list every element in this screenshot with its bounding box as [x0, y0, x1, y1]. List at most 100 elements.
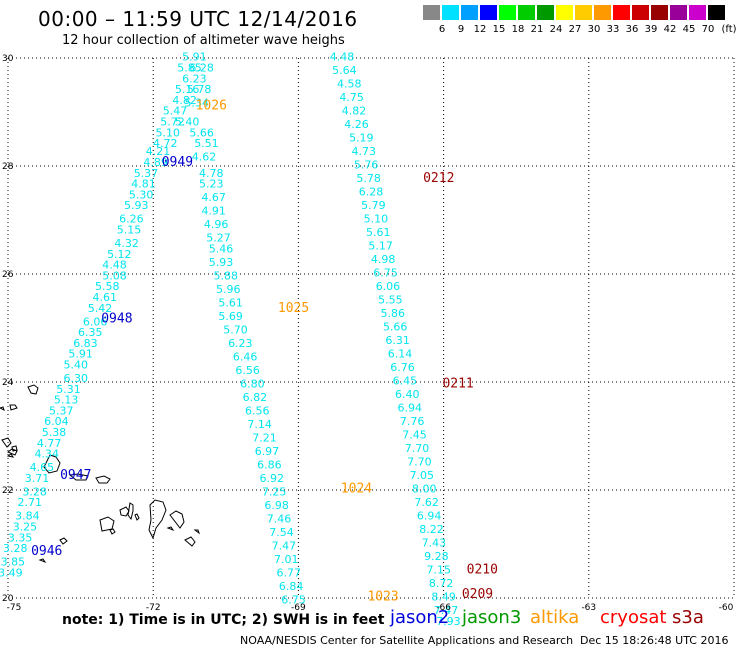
- swh-measurement: 4.61: [93, 291, 118, 304]
- colorbar-tick-label: 15: [492, 24, 506, 35]
- swh-measurement: 6.06: [376, 280, 401, 293]
- swh-measurement: 5.37: [49, 404, 74, 417]
- swh-measurement: 5.46: [209, 242, 234, 255]
- swh-measurement: 2.71: [18, 496, 43, 509]
- swh-measurement: 4.81: [131, 178, 156, 191]
- swh-measurement: 4.72: [153, 137, 178, 150]
- swh-measurement: 6.94: [417, 510, 442, 523]
- swh-measurement: 6.83: [73, 337, 98, 350]
- swh-measurement: 5.34: [185, 97, 210, 110]
- swh-measurement: 3.49: [0, 566, 23, 579]
- swh-measurement: 5.72: [160, 116, 185, 129]
- colorbar-swatch: [708, 5, 725, 20]
- swh-measurement: 6.04: [44, 415, 69, 428]
- swh-measurement: 6.80: [240, 377, 265, 390]
- swh-measurement: 3.85: [1, 556, 26, 569]
- swh-measurement: 7.14: [247, 418, 272, 431]
- colorbar-swatch: [670, 5, 687, 20]
- colorbar-swatch: [499, 5, 516, 20]
- swh-measurement: 4.89: [143, 156, 168, 169]
- swh-measurement: 5.66: [189, 126, 214, 139]
- colorbar-swatch: [556, 5, 573, 20]
- axis-tick-labels: -75 -72 -69 -66 -63 -60 30 28 26 24 22 20: [2, 54, 734, 613]
- island-shape: [166, 510, 185, 532]
- swh-measurement: 5.10: [364, 213, 389, 226]
- pass-time-label: 1023: [367, 590, 398, 605]
- colorbar-tick-label: 9: [457, 24, 465, 35]
- swh-measurement: 7.93: [436, 615, 461, 628]
- swh-measurement: 5.69: [218, 310, 243, 323]
- swh-measurement: 4.48: [330, 51, 355, 64]
- colorbar-swatch: [594, 5, 611, 20]
- swh-measurement: 6.84: [279, 580, 304, 593]
- colorbar-tick-label: 39: [644, 24, 658, 35]
- colorbar-unit-label: (ft): [721, 24, 737, 35]
- island-shape: [148, 499, 167, 540]
- footer-organization: NOAA/NESDIS Center for Satellite Applica…: [240, 634, 574, 647]
- colorbar-tick-label: 42: [663, 24, 677, 35]
- swh-measurement: 4.78: [199, 167, 224, 180]
- longitude-tick-label: -63: [581, 603, 596, 613]
- swh-measurement: 3.35: [8, 531, 33, 544]
- pass-time-label: 0211: [442, 376, 473, 391]
- swh-measurement: 6.77: [276, 566, 301, 579]
- swh-measurement: 5.40: [175, 116, 200, 129]
- colorbar-swatch: [632, 5, 649, 20]
- colorbar-tick-label: 30: [587, 24, 601, 35]
- swh-measurement: 5.61: [218, 296, 243, 309]
- swh-measurement: 5.91: [182, 51, 207, 64]
- colorbar-tick-label: 24: [549, 24, 563, 35]
- swh-measurement: 5.88: [214, 269, 239, 282]
- swh-measurement: 5.23: [199, 178, 224, 191]
- swh-measurement: 6.35: [78, 326, 103, 339]
- swh-measurement: 5.31: [56, 383, 81, 396]
- swh-measurement: 6.75: [373, 267, 398, 280]
- swh-measurement: 3.84: [15, 510, 40, 523]
- island-shape: [0, 404, 18, 411]
- swh-measurement: 7.43: [422, 537, 447, 550]
- swh-measurement: 8.22: [419, 523, 444, 536]
- colorbar-tick-label: 21: [530, 24, 544, 35]
- swh-measurement: 6.76: [390, 361, 415, 374]
- swh-measurement: 9.28: [424, 550, 449, 563]
- legend-note: note: 1) Time is in UTC; 2) SWH is in fe…: [62, 612, 385, 628]
- swh-measurement: 5.93: [124, 199, 149, 212]
- longitude-tick-label: -69: [291, 603, 306, 613]
- swh-measurement: 7.21: [252, 431, 277, 444]
- swh-measurement: 4.62: [192, 151, 217, 164]
- swh-measurement: 6.26: [119, 213, 144, 226]
- colorbar-tick-label: 70: [701, 24, 715, 35]
- pass-time-label: 0947: [60, 468, 91, 483]
- swh-measurement: 4.77: [37, 437, 62, 450]
- swh-measurement: 5.64: [332, 64, 357, 77]
- swh-measurement: 5.30: [129, 188, 154, 201]
- legend-satellite-altika: altika: [530, 607, 580, 628]
- satellite-tracks: 5.915.856.286.235.165.784.825.345.475.72…: [0, 51, 461, 628]
- pass-time-label: 1026: [196, 98, 227, 113]
- swh-measurement: 5.76: [354, 159, 379, 172]
- swh-measurement: 5.12: [107, 248, 132, 261]
- swh-measurement: 6.28: [359, 186, 384, 199]
- latitude-tick-label: 30: [2, 54, 14, 64]
- swh-measurement: 6.98: [264, 499, 289, 512]
- swh-measurement: 6.92: [260, 472, 285, 485]
- swh-measurement: 5.40: [64, 359, 89, 372]
- swh-measurement: 3.71: [25, 472, 50, 485]
- swh-measurement: 4.58: [337, 78, 362, 91]
- swh-measurement: 5.86: [381, 307, 406, 320]
- footer-timestamp: Dec 15 18:26:48 UTC 2016: [580, 634, 729, 647]
- latitude-tick-label: 24: [2, 378, 14, 388]
- swh-measurement: 5.66: [383, 321, 408, 334]
- longitude-tick-label: -72: [146, 603, 161, 613]
- island-shape: [1, 437, 18, 452]
- swh-measurement: 5.38: [42, 426, 67, 439]
- island-shape: [127, 502, 140, 521]
- swh-measurement: 5.91: [68, 348, 93, 361]
- latitude-tick-label: 20: [2, 594, 14, 604]
- legend-satellite-jason2: jason2: [390, 607, 450, 628]
- pass-time-label: 0946: [31, 544, 62, 559]
- swh-measurement: 5.51: [194, 137, 219, 150]
- swh-measurement: 4.32: [114, 237, 139, 250]
- pass-time-label: 0212: [423, 171, 454, 186]
- swh-measurement: 6.94: [397, 402, 422, 415]
